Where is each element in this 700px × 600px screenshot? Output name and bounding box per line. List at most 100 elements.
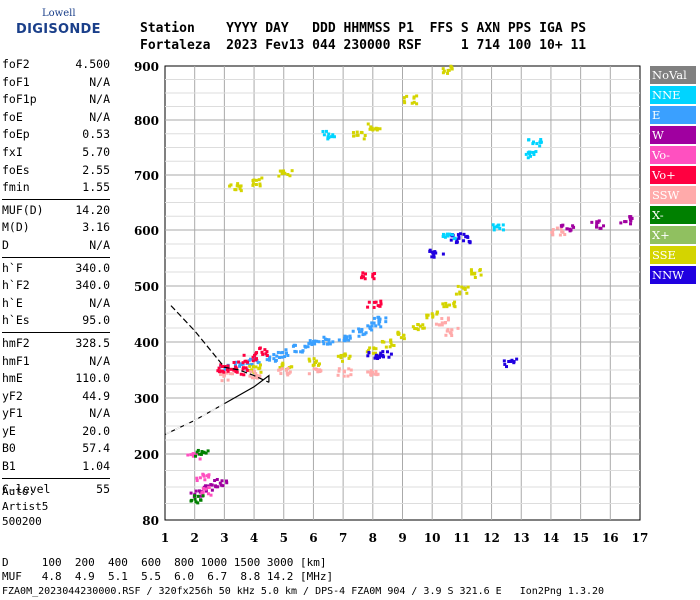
direction-legend: NoVal NNE E W Vo- Vo+ SSW X- X+ SSE NNW [650,66,696,286]
data-point [314,359,318,363]
data-point [441,302,445,306]
data-point [201,494,205,498]
data-point [366,324,370,328]
data-point [458,290,462,294]
data-point [347,338,351,342]
param-row: fmin 1.55 [2,179,110,197]
param-row: h`F 340.0 [2,260,110,278]
data-point [303,344,307,348]
data-point [317,369,321,373]
data-point [255,376,259,380]
data-point [371,370,375,374]
data-point [294,350,298,354]
data-point [441,232,445,236]
data-point [254,178,258,182]
data-point [347,356,351,360]
file-info: FZA0M_2023044230000.RSF / 320fx256h 50 k… [2,586,605,597]
y-tick-label: 200 [134,448,159,462]
data-point [346,374,350,378]
data-point [189,453,193,457]
data-point [242,373,246,377]
data-point [558,233,562,237]
param-row: h`Es 95.0 [2,312,110,330]
data-point [462,232,466,236]
data-point [495,224,499,228]
data-point [630,216,634,220]
data-point [308,339,312,343]
data-point [378,320,382,324]
data-point [373,356,377,360]
param-name: foF1p [2,92,37,107]
data-point [337,367,341,371]
data-point [479,273,483,277]
data-point [531,140,535,144]
data-point [425,316,429,320]
data-point [264,352,268,356]
data-point [384,316,388,320]
data-point [204,451,208,455]
data-point [286,367,290,371]
data-point [560,229,564,233]
data-point [571,224,575,228]
data-point [372,305,376,309]
auto-version: 500200 [2,515,42,528]
data-point [206,484,210,488]
data-point [253,353,257,357]
param-value: 0.53 [82,127,110,142]
data-point [507,360,511,364]
data-point [455,238,459,242]
data-point [441,252,445,256]
data-point [200,450,204,454]
param-value: N/A [89,237,110,252]
data-point [299,350,303,354]
data-point [219,483,223,487]
data-point [497,223,501,227]
data-point [225,371,229,375]
param-name: foF1 [2,74,30,89]
data-point [501,228,505,232]
data-point [363,332,367,336]
data-point [223,367,227,371]
data-point [220,379,224,383]
y-tick-label: 600 [134,224,159,238]
data-point [357,334,361,338]
data-point [411,325,415,329]
profile-lower-line [164,374,270,435]
data-point [236,182,240,186]
data-point [526,156,530,160]
data-point [342,369,346,373]
data-point [431,251,435,255]
data-point [201,472,205,476]
chart-grid [164,65,641,521]
data-point [241,367,245,371]
data-point [207,473,211,477]
x-tick-label: 14 [543,531,560,545]
data-point [478,268,482,272]
data-point [442,305,446,309]
data-point [372,321,376,325]
data-point [330,135,334,139]
param-row: fxI 5.70 [2,144,110,162]
data-point [193,497,197,501]
data-point [251,183,255,187]
data-point [453,236,457,240]
data-point [534,150,538,154]
data-point [288,174,292,178]
data-point [379,302,383,306]
data-point [268,358,272,362]
data-point [405,94,409,98]
param-name: fmin [2,180,30,195]
data-point [370,126,374,130]
data-point [254,358,258,362]
data-point [239,189,243,193]
data-point [251,182,255,186]
data-point [366,122,370,126]
data-point [348,336,352,340]
data-point [220,365,224,369]
data-point [316,370,320,374]
data-point [369,373,373,377]
data-point [598,226,602,230]
data-point [278,169,282,173]
data-point [349,373,353,377]
data-point [204,487,208,491]
